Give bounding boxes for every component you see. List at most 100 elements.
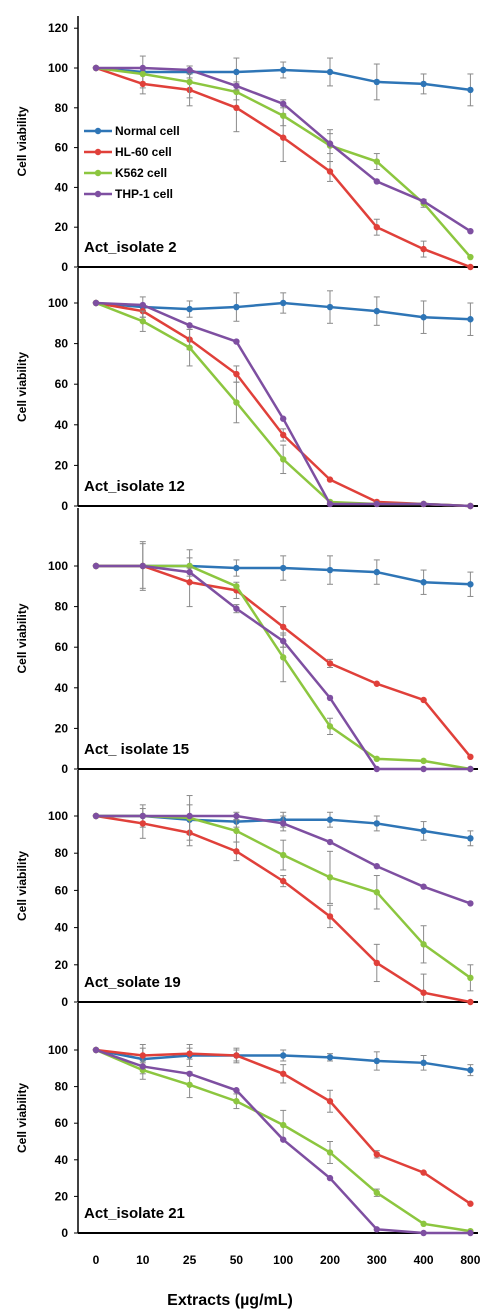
data-point — [326, 816, 334, 823]
data-point — [326, 68, 334, 76]
data-point — [467, 253, 474, 261]
y-tick-label: 80 — [55, 600, 69, 614]
data-point — [139, 562, 146, 570]
data-point — [280, 112, 287, 119]
panel-label: Act_isolate 2 — [84, 239, 177, 256]
data-point — [233, 370, 240, 378]
data-point — [280, 623, 287, 631]
y-tick-label: 40 — [55, 1153, 69, 1167]
y-tick-label: 80 — [55, 846, 69, 860]
data-point — [280, 415, 287, 422]
data-point — [280, 851, 287, 859]
series-line-k562-cell — [95, 301, 471, 508]
y-tick-label: 60 — [55, 640, 69, 654]
data-point — [467, 753, 474, 761]
y-tick-label: 20 — [55, 1189, 69, 1203]
series-line-thp-1-cell — [95, 301, 471, 508]
y-tick-label: 100 — [48, 809, 68, 823]
data-point — [92, 299, 100, 307]
series-line-hl-60-cell — [95, 301, 471, 508]
data-point — [467, 1200, 474, 1207]
data-point — [280, 820, 287, 827]
data-point — [467, 227, 474, 235]
x-tick-label: 200 — [320, 1253, 340, 1267]
legend-marker — [94, 127, 102, 135]
data-point — [420, 1059, 427, 1067]
y-tick-label: 20 — [55, 958, 69, 972]
data-point — [467, 900, 474, 907]
data-point — [186, 568, 193, 576]
y-tick-label: 60 — [55, 883, 69, 897]
data-point — [280, 100, 287, 108]
data-point — [139, 1063, 146, 1070]
x-tick-label: 10 — [136, 1253, 150, 1267]
y-tick-label: 100 — [48, 296, 68, 310]
data-point — [420, 827, 427, 835]
x-axis-label: Extracts (µg/mL) — [167, 1292, 293, 1309]
y-tick-label: 0 — [61, 762, 68, 776]
data-point — [280, 134, 287, 141]
data-point — [373, 755, 380, 763]
data-point — [280, 1070, 287, 1077]
data-point — [139, 812, 146, 820]
data-point — [233, 1087, 240, 1094]
data-point — [420, 883, 427, 890]
data-point — [233, 564, 240, 572]
x-tick-label: 25 — [183, 1253, 197, 1267]
y-axis-label: Cell viability — [15, 851, 29, 921]
x-tick-label: 100 — [273, 1253, 293, 1267]
data-point — [373, 680, 380, 687]
data-point — [233, 68, 240, 76]
x-tick-label: 400 — [414, 1253, 434, 1267]
data-point — [326, 660, 334, 667]
data-point — [280, 66, 287, 74]
y-tick-label: 80 — [55, 337, 69, 351]
data-point — [373, 820, 380, 827]
y-tick-label: 120 — [48, 21, 68, 35]
data-point — [233, 605, 240, 612]
x-tick-label: 800 — [460, 1253, 480, 1267]
y-tick-label: 60 — [55, 141, 69, 155]
data-point — [420, 1169, 427, 1176]
data-point — [373, 158, 380, 165]
data-point — [186, 322, 193, 329]
data-point — [92, 64, 100, 72]
y-tick-label: 80 — [55, 1080, 69, 1094]
data-point — [233, 583, 240, 590]
y-tick-label: 0 — [61, 1226, 68, 1240]
y-tick-label: 60 — [55, 1116, 69, 1130]
data-point — [92, 562, 100, 570]
data-point — [233, 82, 240, 90]
y-tick-label: 0 — [61, 260, 68, 274]
data-point — [326, 1174, 334, 1182]
data-point — [467, 765, 474, 773]
data-point — [326, 566, 334, 574]
data-point — [420, 765, 427, 773]
data-point — [186, 66, 193, 74]
data-point — [326, 140, 334, 147]
data-point — [467, 263, 474, 271]
data-point — [420, 80, 427, 88]
data-point — [326, 874, 334, 881]
data-point — [467, 502, 474, 510]
data-point — [280, 456, 287, 463]
panel-label: Act_ isolate 15 — [84, 741, 189, 758]
data-point — [326, 168, 334, 175]
data-point — [280, 654, 287, 661]
y-tick-label: 100 — [48, 1043, 68, 1057]
data-point — [373, 959, 380, 967]
y-tick-label: 0 — [61, 995, 68, 1009]
data-point — [233, 303, 240, 311]
data-point — [420, 314, 427, 321]
data-point — [280, 431, 287, 439]
data-point — [280, 299, 287, 307]
y-tick-label: 20 — [55, 458, 69, 472]
data-point — [233, 104, 240, 112]
data-point — [233, 1052, 240, 1059]
data-point — [186, 1070, 193, 1077]
data-point — [373, 1057, 380, 1065]
data-point — [139, 64, 146, 72]
data-point — [326, 838, 334, 846]
y-axis-label: Cell viability — [15, 106, 29, 176]
